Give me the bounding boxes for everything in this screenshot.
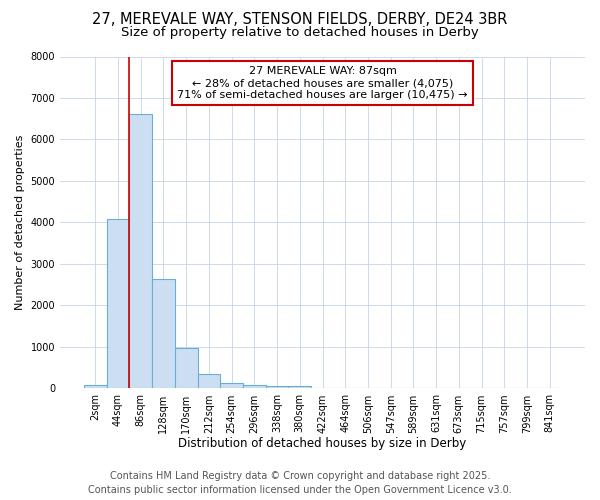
Bar — [289, 386, 311, 388]
Bar — [175, 348, 197, 389]
Bar — [220, 384, 243, 388]
Bar — [243, 386, 266, 388]
Bar — [266, 386, 289, 388]
Bar — [197, 374, 220, 388]
Bar — [107, 220, 130, 388]
Text: Size of property relative to detached houses in Derby: Size of property relative to detached ho… — [121, 26, 479, 39]
Bar — [84, 386, 107, 388]
Text: 27, MEREVALE WAY, STENSON FIELDS, DERBY, DE24 3BR: 27, MEREVALE WAY, STENSON FIELDS, DERBY,… — [92, 12, 508, 28]
Bar — [130, 114, 152, 388]
Y-axis label: Number of detached properties: Number of detached properties — [15, 135, 25, 310]
Text: 27 MEREVALE WAY: 87sqm
← 28% of detached houses are smaller (4,075)
71% of semi-: 27 MEREVALE WAY: 87sqm ← 28% of detached… — [177, 66, 468, 100]
Text: Contains HM Land Registry data © Crown copyright and database right 2025.
Contai: Contains HM Land Registry data © Crown c… — [88, 471, 512, 495]
X-axis label: Distribution of detached houses by size in Derby: Distribution of detached houses by size … — [178, 437, 467, 450]
Bar — [152, 278, 175, 388]
